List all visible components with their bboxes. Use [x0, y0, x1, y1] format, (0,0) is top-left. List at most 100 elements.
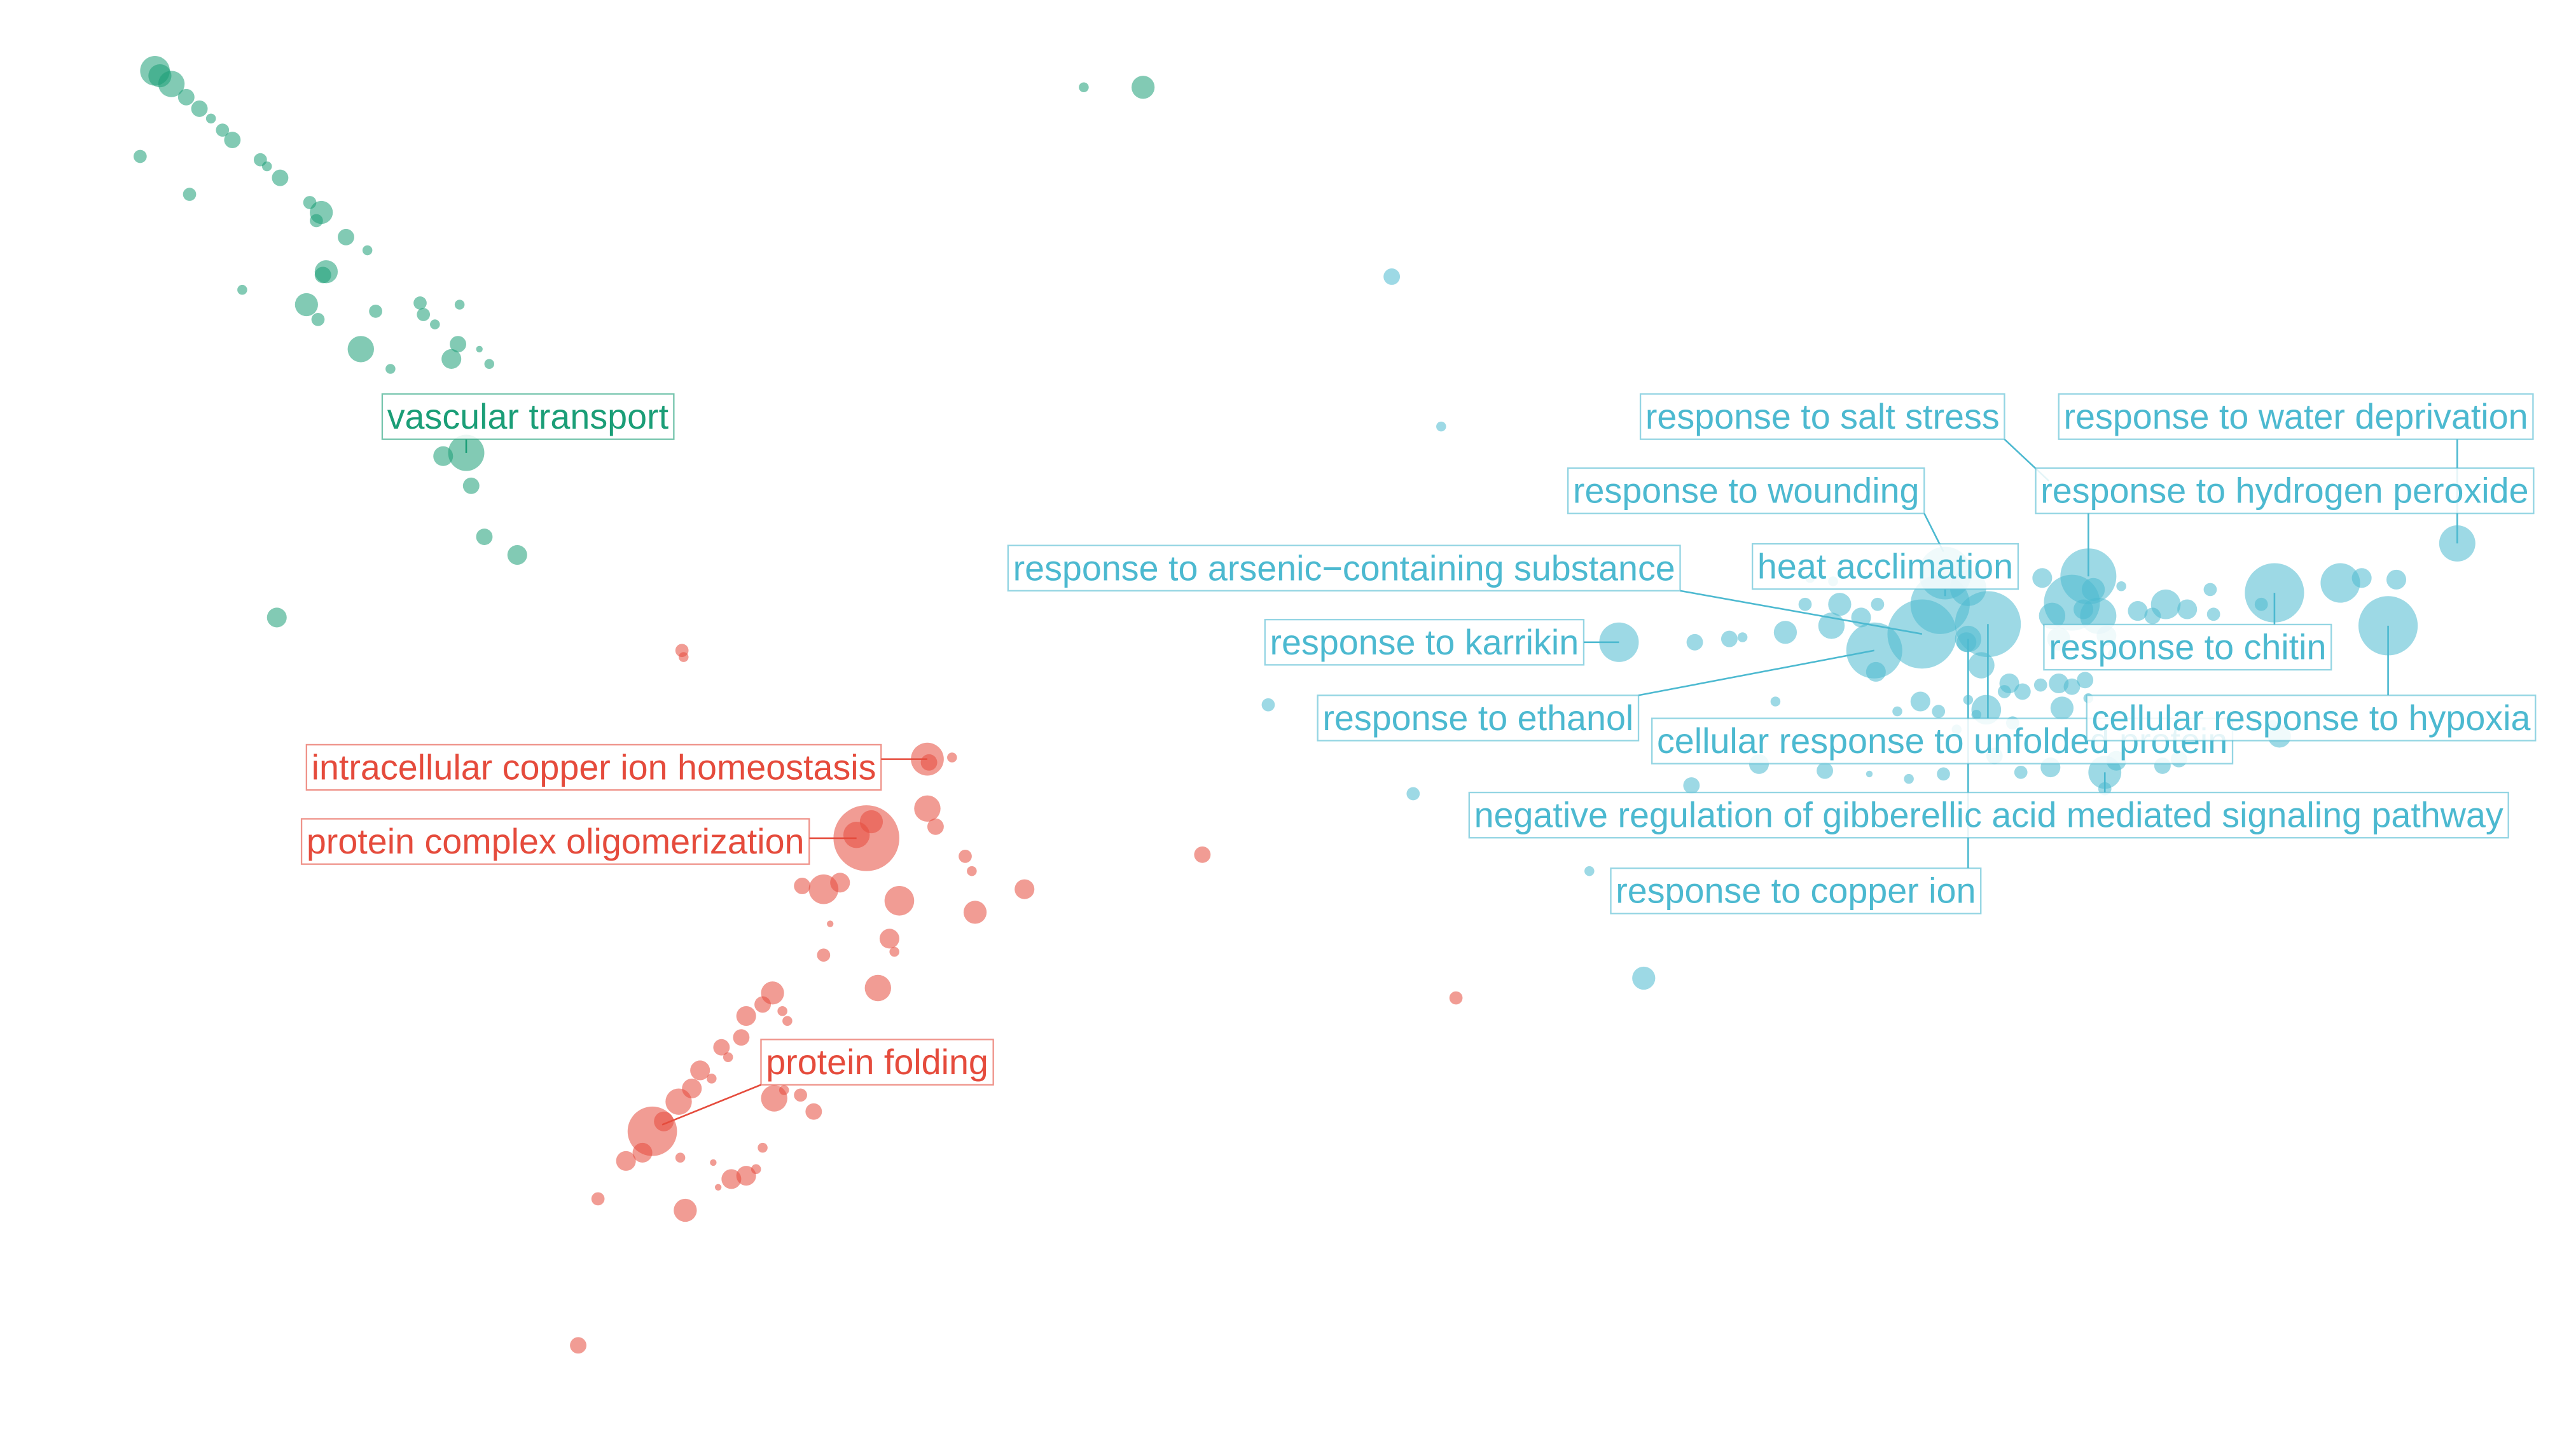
data-point: [1892, 706, 1902, 717]
data-point: [736, 1166, 756, 1186]
data-point: [261, 161, 272, 172]
point-label-box: [2035, 467, 2535, 515]
point-label-text: vascular transport: [387, 397, 669, 436]
point-label-text: negative regulation of gibberellic acid …: [1474, 796, 2503, 835]
data-point: [205, 113, 216, 124]
data-point: [1956, 632, 1977, 653]
point-label: response to arsenic−containing substance: [1007, 544, 1681, 592]
data-point: [476, 345, 483, 353]
data-point: [2081, 577, 2105, 602]
data-point: [817, 948, 831, 962]
data-point: [2351, 568, 2372, 588]
data-point: [827, 920, 834, 927]
data-point: [713, 1039, 730, 1056]
data-point: [632, 1142, 653, 1163]
data-point: [1910, 691, 1930, 712]
point-label: vascular transport: [381, 393, 675, 440]
data-point: [889, 946, 899, 957]
data-point: [2014, 765, 2028, 779]
data-point: [484, 359, 495, 369]
data-point: [665, 1088, 692, 1115]
data-point: [2032, 568, 2053, 588]
data-point: [133, 149, 147, 163]
data-point: [710, 1159, 717, 1166]
point-label-box: [1639, 393, 2005, 440]
point-label-text: response to wounding: [1573, 471, 1920, 511]
data-point: [591, 1192, 605, 1206]
data-point: [430, 319, 440, 329]
data-point: [1632, 966, 1656, 990]
data-point: [1904, 773, 1914, 784]
data-point: [1449, 991, 1463, 1005]
data-point: [476, 529, 493, 546]
data-point: [2177, 599, 2198, 619]
data-point: [794, 878, 811, 894]
point-label: response to karrikin: [1264, 619, 1585, 666]
data-point: [1079, 82, 1089, 92]
data-point: [927, 818, 944, 835]
data-point: [2116, 581, 2126, 591]
data-point: [1866, 770, 1873, 778]
data-point: [2386, 569, 2407, 590]
data-point: [2203, 583, 2217, 597]
data-point: [920, 754, 938, 771]
data-point: [723, 1052, 733, 1063]
point-label-box: [2058, 393, 2534, 440]
data-point: [1866, 661, 1886, 682]
data-point: [413, 296, 427, 310]
data-point: [690, 1060, 710, 1081]
point-label: response to salt stress: [1639, 393, 2005, 440]
point-label-box: [305, 743, 882, 791]
data-point: [794, 1088, 807, 1102]
data-point: [2150, 589, 2181, 619]
data-point: [1436, 421, 1446, 432]
data-point: [1828, 593, 1852, 616]
leader-line: [661, 1084, 761, 1126]
data-point: [2063, 678, 2081, 695]
data-point: [2050, 696, 2074, 720]
data-point: [616, 1151, 636, 1171]
data-point: [714, 1184, 722, 1191]
data-point: [1968, 652, 1995, 679]
point-label-box: [760, 1039, 994, 1086]
data-point: [385, 364, 396, 374]
data-point: [2320, 563, 2360, 603]
data-point: [1932, 705, 1946, 718]
data-point: [1683, 777, 1700, 794]
point-label-box: [1610, 867, 1982, 915]
point-label-text: response to ethanol: [1322, 698, 1633, 738]
data-point: [777, 1006, 787, 1016]
data-point: [1971, 709, 1982, 720]
data-point: [362, 245, 373, 256]
data-point: [967, 866, 977, 876]
point-label-box: [381, 393, 675, 440]
point-label-text: response to karrikin: [1270, 623, 1579, 662]
data-point: [177, 88, 195, 106]
data-point: [338, 228, 354, 245]
point-label-text: response to water deprivation: [2064, 397, 2528, 436]
point-label: response to wounding: [1567, 467, 1925, 515]
data-point: [830, 873, 850, 893]
data-point: [1584, 866, 1595, 876]
data-point: [1999, 673, 2019, 694]
data-point: [450, 336, 466, 353]
data-point: [2033, 678, 2047, 692]
data-point: [216, 123, 230, 137]
labels-layer: vascular transport intracellular copper i…: [300, 393, 2537, 1086]
data-point: [2014, 683, 2031, 700]
data-point: [1132, 76, 1155, 99]
data-point: [674, 1198, 697, 1222]
data-point: [2049, 673, 2069, 694]
point-label-text: heat acclimation: [1757, 547, 2013, 586]
data-point: [758, 1142, 768, 1153]
point-label-box: [1751, 543, 2019, 590]
data-point: [707, 1074, 717, 1084]
data-point: [2128, 601, 2148, 621]
leader-line: [1638, 649, 1874, 696]
point-label: response to ethanol: [1317, 695, 1640, 742]
data-point: [507, 545, 527, 565]
data-point: [879, 929, 899, 949]
data-point: [1383, 268, 1401, 285]
point-label-box: [2043, 623, 2332, 671]
data-point: [1770, 696, 1781, 707]
